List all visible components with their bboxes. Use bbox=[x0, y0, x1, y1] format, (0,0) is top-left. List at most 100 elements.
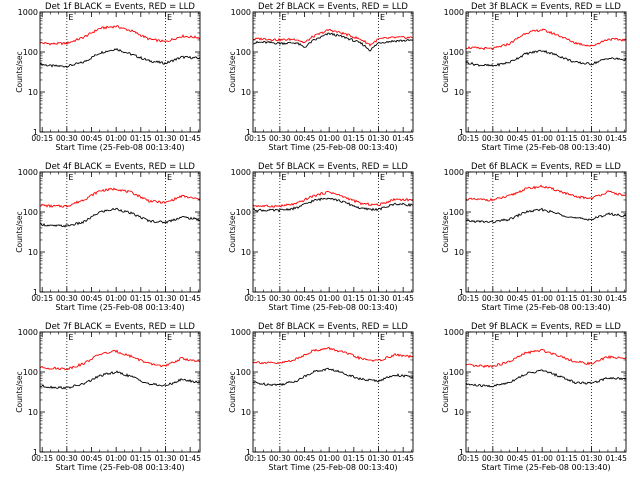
y-tick-label: 10 bbox=[454, 408, 464, 417]
x-tick-label: 01:15 bbox=[556, 294, 578, 303]
y-axis-label: Counts/sec bbox=[15, 51, 24, 92]
x-tick-label: 01:45 bbox=[392, 134, 414, 143]
marker-label: E bbox=[281, 173, 286, 182]
x-tick-label: 00:45 bbox=[81, 454, 103, 463]
events-series-line bbox=[39, 47, 201, 68]
y-tick-label: 1000 bbox=[444, 168, 464, 177]
x-tick-label: 01:45 bbox=[392, 454, 414, 463]
x-tick-label: 01:15 bbox=[556, 454, 578, 463]
x-tick-label: 00:15 bbox=[31, 134, 53, 143]
y-tick-label: 10 bbox=[454, 248, 464, 257]
plot-frame bbox=[252, 11, 414, 133]
x-tick-label: 01:00 bbox=[531, 294, 553, 303]
y-tick-label: 10 bbox=[28, 248, 38, 257]
x-tick-label: 01:30 bbox=[581, 294, 603, 303]
events-series-line bbox=[253, 367, 414, 387]
x-tick-label: 01:00 bbox=[531, 454, 553, 463]
marker-label: E bbox=[68, 13, 73, 22]
y-tick-label: 10 bbox=[241, 408, 251, 417]
marker-label: E bbox=[494, 333, 499, 342]
x-tick-label: 01:45 bbox=[605, 294, 627, 303]
y-tick-label: 10 bbox=[28, 408, 38, 417]
plot-frame bbox=[39, 331, 201, 453]
y-tick-label: 1 bbox=[33, 288, 38, 297]
x-axis-label: Start Time (25-Feb-08 00:13:40) bbox=[268, 463, 397, 472]
chart-title: Det 2f BLACK = Events, RED = LLD bbox=[258, 2, 408, 12]
x-axis-label: Start Time (25-Feb-08 00:13:40) bbox=[481, 303, 610, 312]
y-tick-label: 1000 bbox=[18, 168, 38, 177]
x-tick-label: 01:15 bbox=[556, 134, 578, 143]
x-tick-label: 01:30 bbox=[368, 294, 390, 303]
lld-series-line bbox=[39, 349, 201, 371]
x-tick-label: 00:15 bbox=[244, 454, 266, 463]
y-tick-label: 10 bbox=[241, 248, 251, 257]
marker-label: E bbox=[380, 333, 385, 342]
y-tick-label: 100 bbox=[449, 368, 464, 377]
x-tick-label: 01:45 bbox=[179, 454, 201, 463]
plot-frame bbox=[39, 171, 201, 293]
y-tick-label: 100 bbox=[236, 48, 251, 57]
x-tick-label: 00:15 bbox=[244, 294, 266, 303]
x-tick-label: 01:00 bbox=[105, 134, 127, 143]
x-tick-label: 00:15 bbox=[457, 294, 479, 303]
x-tick-label: 00:15 bbox=[31, 454, 53, 463]
y-axis-label: Counts/sec bbox=[15, 371, 24, 412]
plot-frame bbox=[39, 11, 201, 133]
marker-label: E bbox=[281, 333, 286, 342]
events-series-line bbox=[252, 32, 414, 52]
x-tick-label: 00:45 bbox=[294, 454, 316, 463]
chart-title: Det 6f BLACK = Events, RED = LLD bbox=[471, 162, 621, 172]
y-axis-label: Counts/sec bbox=[441, 51, 450, 92]
y-tick-label: 1000 bbox=[231, 168, 251, 177]
lld-series-line bbox=[252, 346, 414, 365]
marker-label: E bbox=[593, 13, 598, 22]
x-tick-label: 00:30 bbox=[482, 294, 504, 303]
y-tick-label: 10 bbox=[241, 88, 251, 97]
y-axis-label: Counts/sec bbox=[15, 211, 24, 252]
x-tick-label: 00:30 bbox=[56, 454, 78, 463]
x-tick-label: 01:15 bbox=[130, 134, 152, 143]
lld-series-line bbox=[465, 348, 627, 369]
plot-frame bbox=[465, 11, 627, 133]
plot-frame bbox=[465, 331, 627, 453]
events-series-line bbox=[39, 370, 201, 390]
chart-title: Det 1f BLACK = Events, RED = LLD bbox=[45, 2, 195, 12]
x-tick-label: 01:45 bbox=[179, 294, 201, 303]
y-tick-label: 1000 bbox=[444, 328, 464, 337]
marker-label: E bbox=[167, 13, 172, 22]
plot-frame bbox=[465, 171, 627, 293]
marker-label: E bbox=[68, 173, 73, 182]
y-tick-label: 1 bbox=[246, 288, 251, 297]
marker-label: E bbox=[494, 13, 499, 22]
y-tick-label: 1 bbox=[459, 448, 464, 457]
chart-title: Det 3f BLACK = Events, RED = LLD bbox=[471, 2, 621, 12]
chart-title: Det 5f BLACK = Events, RED = LLD bbox=[258, 162, 408, 172]
x-tick-label: 01:15 bbox=[343, 134, 365, 143]
x-tick-label: 01:30 bbox=[581, 454, 603, 463]
x-tick-label: 00:15 bbox=[244, 134, 266, 143]
lld-series-line bbox=[465, 28, 627, 51]
x-tick-label: 00:30 bbox=[482, 454, 504, 463]
x-axis-label: Start Time (25-Feb-08 00:13:40) bbox=[55, 463, 184, 472]
y-tick-label: 1 bbox=[246, 448, 251, 457]
y-tick-label: 1000 bbox=[18, 8, 38, 17]
x-tick-label: 00:45 bbox=[507, 134, 529, 143]
marker-label: E bbox=[281, 13, 286, 22]
x-tick-label: 00:15 bbox=[457, 134, 479, 143]
y-axis-label: Counts/sec bbox=[228, 371, 237, 412]
y-tick-label: 100 bbox=[23, 368, 38, 377]
marker-label: E bbox=[167, 173, 172, 182]
x-tick-label: 00:45 bbox=[81, 134, 103, 143]
y-tick-label: 10 bbox=[454, 88, 464, 97]
y-tick-label: 100 bbox=[449, 208, 464, 217]
x-tick-label: 01:00 bbox=[318, 454, 340, 463]
lld-series-line bbox=[39, 187, 201, 208]
marker-label: E bbox=[380, 173, 385, 182]
x-axis-label: Start Time (25-Feb-08 00:13:40) bbox=[55, 143, 184, 152]
events-series-line bbox=[465, 207, 627, 224]
events-series-line bbox=[465, 369, 627, 388]
lld-series-line bbox=[465, 184, 627, 202]
marker-label: E bbox=[494, 173, 499, 182]
x-tick-label: 01:45 bbox=[179, 134, 201, 143]
